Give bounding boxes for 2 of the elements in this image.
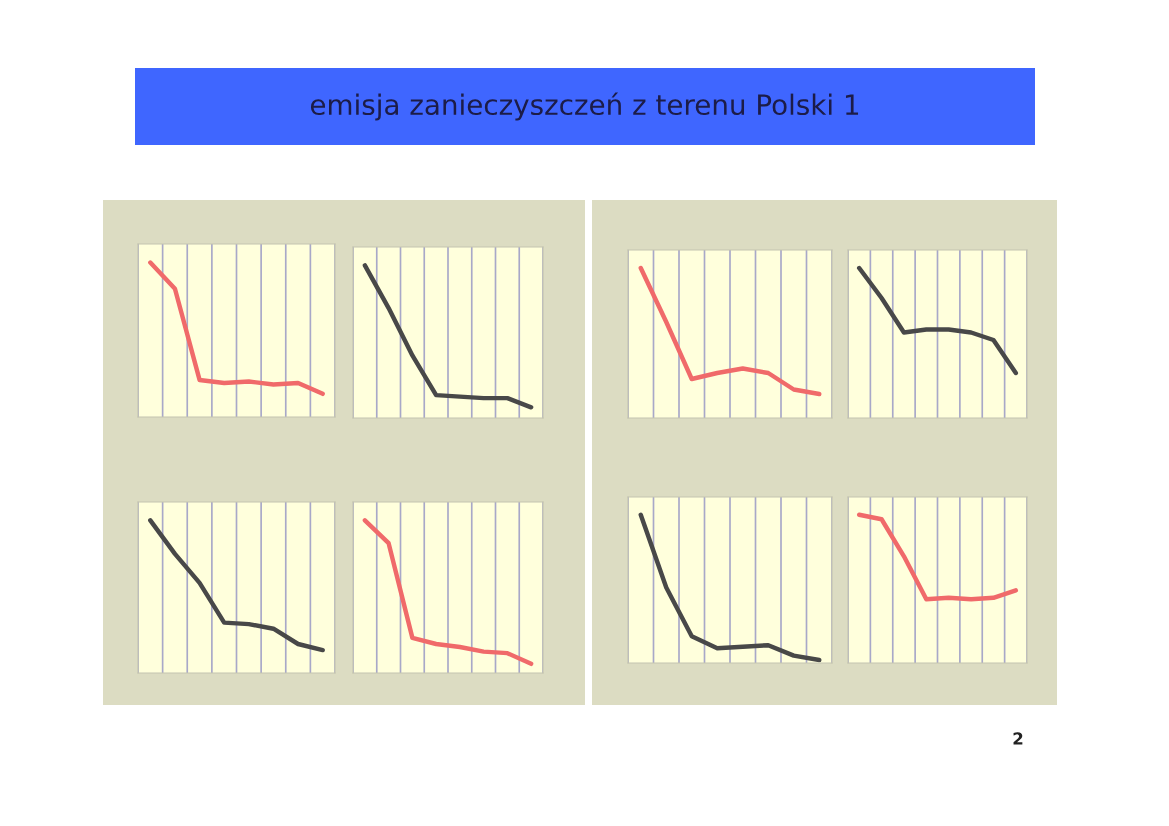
text: emisja zanieczyszczeń z terenu Polski 1 [310, 92, 859, 121]
text: 2 [1013, 732, 1023, 745]
